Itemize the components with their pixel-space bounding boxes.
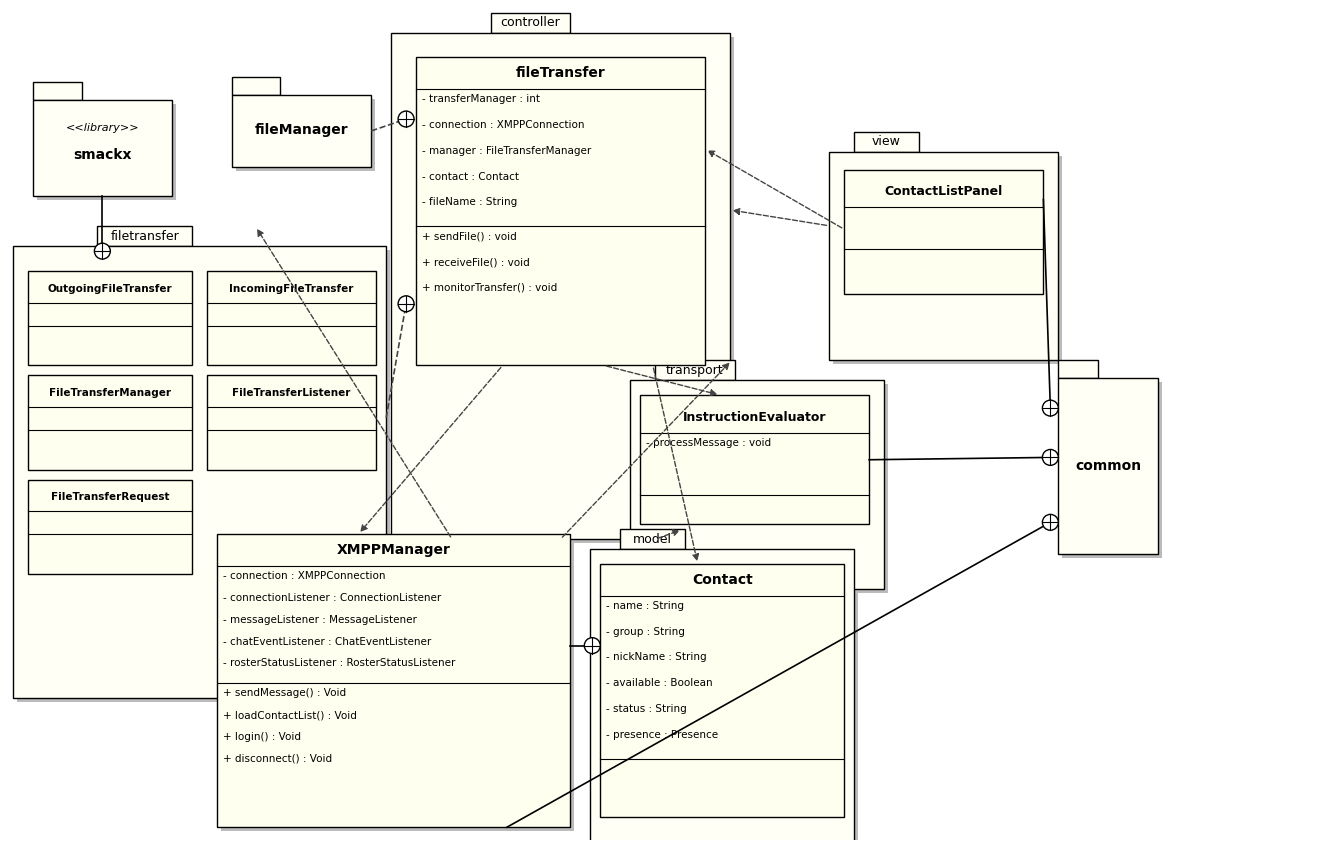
Text: - available : Boolean: - available : Boolean — [606, 679, 713, 688]
Text: - messageListener : MessageListener: - messageListener : MessageListener — [222, 615, 417, 625]
Circle shape — [1043, 449, 1058, 465]
Bar — [232, 95, 372, 167]
Bar — [28, 271, 192, 365]
Text: controller: controller — [500, 16, 561, 30]
Bar — [28, 480, 192, 574]
Bar — [232, 78, 279, 95]
Bar — [210, 379, 380, 473]
Circle shape — [1043, 514, 1058, 530]
Text: - connection : XMPPConnection: - connection : XMPPConnection — [222, 571, 385, 581]
Text: InstructionEvaluator: InstructionEvaluator — [683, 411, 827, 423]
Bar — [419, 62, 709, 369]
Bar — [833, 156, 1062, 364]
Bar — [33, 83, 82, 100]
Text: fileManager: fileManager — [255, 123, 348, 137]
Text: - transferManager : int: - transferManager : int — [422, 94, 540, 105]
Bar — [634, 384, 888, 593]
Bar — [17, 250, 390, 702]
Bar — [217, 534, 570, 827]
Bar — [601, 564, 844, 818]
Text: FileTransferManager: FileTransferManager — [49, 388, 171, 398]
Text: Contact: Contact — [692, 573, 753, 587]
Bar — [392, 33, 730, 540]
Bar — [396, 36, 734, 543]
Text: smackx: smackx — [73, 148, 131, 162]
Text: - connectionListener : ConnectionListener: - connectionListener : ConnectionListene… — [222, 593, 441, 603]
Text: + monitorTransfer() : void: + monitorTransfer() : void — [422, 283, 557, 293]
Bar — [98, 226, 192, 246]
Bar — [491, 13, 570, 33]
Text: + receiveFile() : void: + receiveFile() : void — [422, 257, 529, 267]
Bar — [30, 379, 194, 473]
Bar — [1058, 379, 1158, 554]
Bar — [830, 152, 1058, 361]
Circle shape — [94, 243, 110, 259]
Bar — [206, 375, 376, 470]
Text: - fileName : String: - fileName : String — [422, 197, 517, 207]
Bar — [844, 169, 1044, 294]
Bar — [206, 271, 376, 365]
Text: <<library>>: <<library>> — [66, 123, 139, 133]
Bar — [605, 568, 848, 821]
Bar — [210, 274, 380, 368]
Text: - presence : Presence: - presence : Presence — [606, 730, 718, 740]
Circle shape — [398, 296, 414, 312]
Bar — [37, 104, 176, 201]
Bar — [30, 274, 194, 368]
Text: transport: transport — [665, 364, 724, 377]
Bar — [33, 100, 172, 196]
Bar — [13, 246, 386, 698]
Text: - processMessage : void: - processMessage : void — [646, 438, 771, 448]
Bar — [640, 395, 869, 524]
Bar — [594, 553, 859, 843]
Text: + login() : Void: + login() : Void — [222, 732, 300, 742]
Bar — [1058, 361, 1098, 379]
Text: FileTransferRequest: FileTransferRequest — [50, 492, 169, 502]
Text: ContactListPanel: ContactListPanel — [885, 185, 1003, 198]
Text: FileTransferListener: FileTransferListener — [233, 388, 351, 398]
Text: common: common — [1076, 459, 1142, 473]
Text: model: model — [632, 533, 672, 545]
Text: - connection : XMPPConnection: - connection : XMPPConnection — [422, 120, 585, 130]
Bar — [630, 380, 884, 589]
Bar — [28, 375, 192, 470]
Text: - manager : FileTransferManager: - manager : FileTransferManager — [422, 146, 591, 156]
Text: - group : String: - group : String — [606, 626, 685, 636]
Text: - name : String: - name : String — [606, 601, 684, 611]
Text: - chatEventListener : ChatEventListener: - chatEventListener : ChatEventListener — [222, 636, 431, 647]
Bar — [235, 99, 376, 170]
Text: IncomingFileTransfer: IncomingFileTransfer — [229, 284, 353, 294]
Circle shape — [398, 111, 414, 127]
Text: - nickName : String: - nickName : String — [606, 652, 706, 663]
Bar — [655, 361, 734, 380]
Text: view: view — [872, 136, 901, 148]
Text: filetransfer: filetransfer — [110, 230, 179, 243]
Bar — [855, 132, 919, 152]
Circle shape — [1043, 400, 1058, 416]
Bar — [644, 399, 873, 529]
Text: XMPPManager: XMPPManager — [336, 543, 451, 557]
Text: OutgoingFileTransfer: OutgoingFileTransfer — [48, 284, 172, 294]
Text: - status : String: - status : String — [606, 704, 687, 714]
Text: + loadContactList() : Void: + loadContactList() : Void — [222, 710, 357, 720]
Text: + disconnect() : Void: + disconnect() : Void — [222, 754, 332, 764]
Bar — [620, 529, 685, 549]
Bar — [30, 482, 194, 577]
Bar — [221, 538, 574, 831]
Bar — [848, 174, 1048, 298]
Text: - contact : Contact: - contact : Contact — [422, 172, 519, 181]
Text: - rosterStatusListener : RosterStatusListener: - rosterStatusListener : RosterStatusLis… — [222, 658, 455, 668]
Bar — [1062, 382, 1162, 558]
Text: + sendFile() : void: + sendFile() : void — [422, 231, 517, 241]
Bar — [590, 549, 855, 843]
Text: + sendMessage() : Void: + sendMessage() : Void — [222, 688, 347, 698]
Circle shape — [585, 637, 601, 653]
Text: fileTransfer: fileTransfer — [516, 67, 606, 80]
Bar — [415, 57, 705, 365]
